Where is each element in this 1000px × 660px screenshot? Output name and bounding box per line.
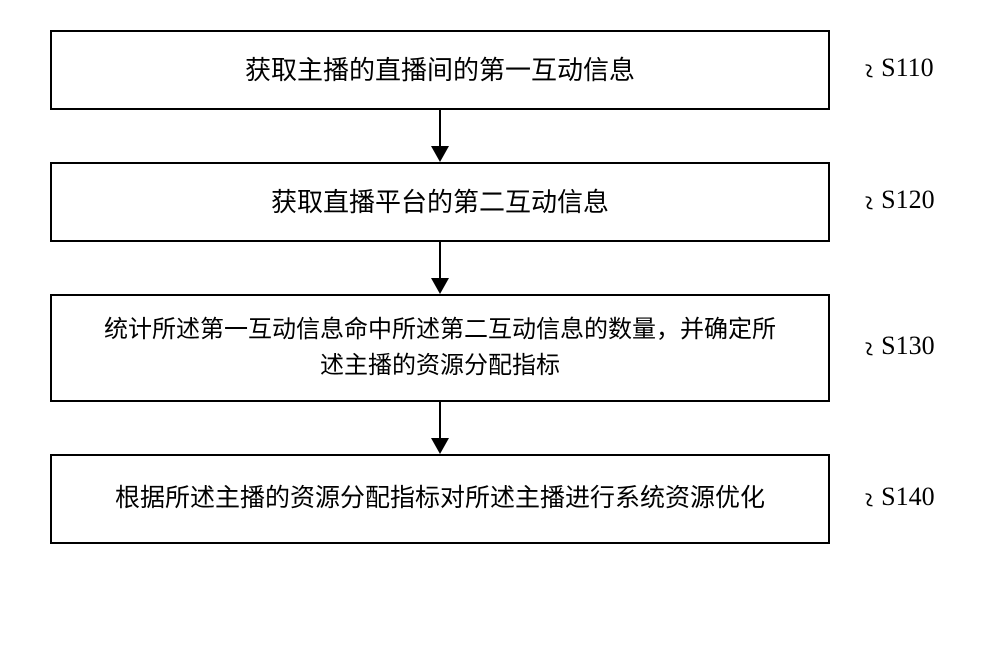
tilde-icon: ~: [848, 194, 888, 212]
tilde-icon: ~: [848, 340, 888, 358]
step-box: 获取直播平台的第二互动信息: [50, 162, 830, 242]
arrow: [50, 110, 830, 162]
step-row: 获取直播平台的第二互动信息 ~S120: [50, 162, 950, 242]
step-label-text: S140: [881, 482, 934, 511]
step-row: 根据所述主播的资源分配指标对所述主播进行系统资源优化 ~S140: [50, 454, 950, 544]
step-row: 获取主播的直播间的第一互动信息 ~S110: [50, 30, 950, 110]
step-label-text: S120: [881, 185, 934, 214]
arrow: [50, 402, 830, 454]
arrow: [50, 242, 830, 294]
step-box: 统计所述第一互动信息命中所述第二互动信息的数量，并确定所 述主播的资源分配指标: [50, 294, 830, 402]
step-label: ~S140: [860, 482, 935, 515]
flowchart-container: 获取主播的直播间的第一互动信息~S110获取直播平台的第二互动信息~S120统计…: [50, 30, 950, 544]
step-box: 根据所述主播的资源分配指标对所述主播进行系统资源优化: [50, 454, 830, 544]
step-label: ~S120: [860, 185, 935, 218]
step-label: ~S130: [860, 331, 935, 364]
step-row: 统计所述第一互动信息命中所述第二互动信息的数量，并确定所 述主播的资源分配指标 ~…: [50, 294, 950, 402]
tilde-icon: ~: [848, 62, 888, 80]
step-label-text: S110: [881, 53, 934, 82]
step-box: 获取主播的直播间的第一互动信息: [50, 30, 830, 110]
step-label: ~S110: [860, 53, 934, 86]
step-label-text: S130: [881, 331, 934, 360]
tilde-icon: ~: [848, 491, 888, 509]
